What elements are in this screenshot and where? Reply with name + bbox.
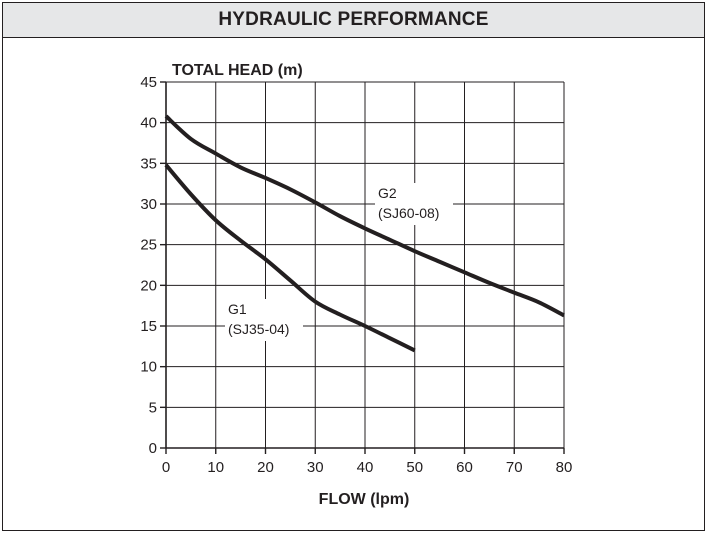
y-tick-label: 25 (140, 237, 157, 254)
y-tick-label: 5 (149, 399, 157, 416)
series-lines (164, 114, 565, 353)
series-label-bg-2 (375, 183, 453, 225)
x-axis-title: FLOW (lpm) (319, 491, 410, 508)
y-tick-label: 30 (140, 196, 157, 213)
x-tick-label: 40 (357, 459, 374, 476)
axes (160, 81, 565, 454)
x-tick-label: 60 (456, 459, 473, 476)
series-line-2 (164, 114, 565, 318)
tick-labels: 0 5 10 15 20 25 30 35 40 45 0 10 20 30 40 50 60 70 80 (140, 74, 572, 476)
y-tick-label: 35 (140, 155, 157, 172)
grid-lines (166, 81, 565, 448)
chart-header: HYDRAULIC PERFORMANCE (3, 3, 704, 38)
x-tick-label: 10 (207, 459, 224, 476)
series-line-1 (164, 163, 416, 353)
y-tick-label: 0 (149, 440, 157, 457)
x-tick-label: 0 (162, 459, 170, 476)
x-tick-label: 70 (506, 459, 523, 476)
series-label-1: G1 (228, 301, 247, 317)
y-tick-label: 15 (140, 318, 157, 335)
series-label-bg-1 (225, 299, 303, 341)
y-tick-label: 10 (140, 359, 157, 376)
series-annotations: G1 (SJ35-04) G2 (SJ60-08) (225, 183, 453, 341)
x-tick-label: 50 (406, 459, 423, 476)
series-label-2: (SJ60-08) (378, 205, 439, 221)
y-tick-label: 20 (140, 277, 157, 294)
series-label-2: G2 (378, 185, 397, 201)
x-tick-label: 80 (556, 459, 573, 476)
x-tick-label: 20 (257, 459, 274, 476)
x-tick-label: 30 (307, 459, 324, 476)
y-tick-label: 40 (140, 115, 157, 132)
chart-title: HYDRAULIC PERFORMANCE (218, 9, 489, 30)
y-tick-label: 45 (140, 74, 157, 91)
series-label-1: (SJ35-04) (228, 321, 289, 337)
y-axis-title: TOTAL HEAD (m) (172, 62, 303, 79)
